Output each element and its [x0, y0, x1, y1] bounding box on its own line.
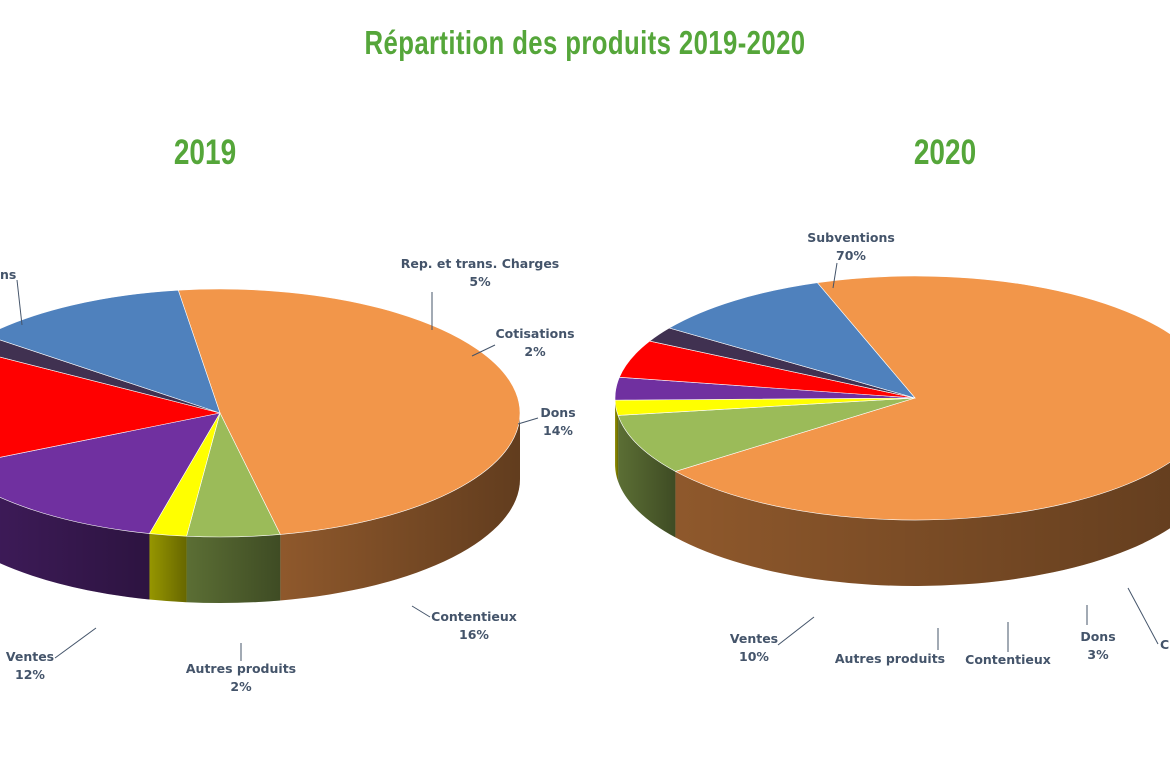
pie-2019-slice-rep-et-trans-charges-side-shade — [186, 534, 281, 604]
pie-2019-subventions-leader-line — [16, 279, 23, 326]
pie-2019-rep-et-trans-charges-pct-label: 5% — [469, 274, 491, 289]
pie-2020-slice-subventions — [674, 275, 1170, 521]
pie-2019-slice-subventions-side-shade — [280, 413, 520, 601]
pie-2019-title: 2019 — [173, 133, 237, 172]
pie-2020-subventions-leader-line — [832, 262, 838, 289]
pie-2019-cotisations-pct-label: 2% — [524, 344, 546, 359]
pie-2019-ventes-pct-label: 12% — [15, 667, 45, 682]
pie-2019-contentieux-leader-line — [411, 605, 431, 618]
pie-2020-subventions-label: Subventions — [807, 230, 895, 245]
pie-2019-dons-pct-label: 14% — [543, 423, 573, 438]
pie-2019-slice-cotisations-side-shade — [149, 533, 187, 603]
pie-2019-dons-leader-line — [517, 417, 539, 425]
pie-2020-autres-produits-label: Autres produits — [835, 651, 945, 666]
pie-2020-dons-pct-label: 3% — [1087, 647, 1109, 662]
pie-2019-cotisations-label: Cotisations — [495, 326, 574, 341]
pie-2019-slice-dons-side-shade — [0, 497, 150, 600]
pie-2019-subventions-label: ns — [0, 267, 16, 282]
pie-2020-cotisations-leader-line — [1127, 587, 1159, 645]
pie-2020-slice-rep-et-trans-charges-side-shade — [618, 415, 676, 538]
pie-2020-slice-cotisations-side-shade — [615, 400, 619, 482]
pie-2019-contentieux-label: Contentieux — [431, 609, 517, 624]
pie-2020-title: 2020 — [913, 133, 977, 172]
pie-2019-contentieux-pct-label: 16% — [459, 627, 489, 642]
pie-chart-2020: Subventions 70% C Dons 3% Contentieux Autres p… — [614, 230, 1170, 667]
pie-2019-cotisations-leader-line — [471, 344, 496, 357]
pie-2020-ventes-pct-label: 10% — [739, 649, 769, 664]
pie-2019-autres-produits-label: Autres produits — [186, 661, 296, 676]
pie-chart-2019: ns Rep. et trans. Charges 5% Cotisations 2% D… — [0, 256, 576, 694]
pie-2020-subventions-pct-label: 70% — [836, 248, 866, 263]
pie-2019-rep-et-trans-charges-label: Rep. et trans. Charges — [401, 256, 560, 271]
pie-2020-cotisations-label: C — [1160, 637, 1169, 652]
pie-2020-slice-rep-et-trans-charges — [617, 397, 916, 472]
pie-2019-ventes-leader-line — [54, 627, 97, 659]
pie-2020-ventes-leader-line — [777, 616, 815, 646]
pie-2020-slice-ventes — [668, 282, 916, 399]
pie-2020-dons-label: Dons — [1080, 629, 1115, 644]
pie-2020-contentieux-label: Contentieux — [965, 652, 1051, 667]
pie-2019-ventes-label: Ventes — [6, 649, 54, 664]
pie-2020-ventes-label: Ventes — [730, 631, 778, 646]
pie-2019-slice-ventes — [0, 289, 221, 414]
pie-2019-slice-contentieux — [0, 356, 221, 458]
pie-2019-autres-produits-pct-label: 2% — [230, 679, 252, 694]
pie-2019-dons-label: Dons — [540, 405, 575, 420]
pie-2019-slice-subventions — [177, 288, 521, 535]
pie-2019-slice-dons — [0, 412, 221, 534]
chart-main-title: Répartition des produits 2019-2020 — [364, 24, 806, 61]
pie-2020-slice-subventions-side-shade — [675, 462, 1170, 586]
